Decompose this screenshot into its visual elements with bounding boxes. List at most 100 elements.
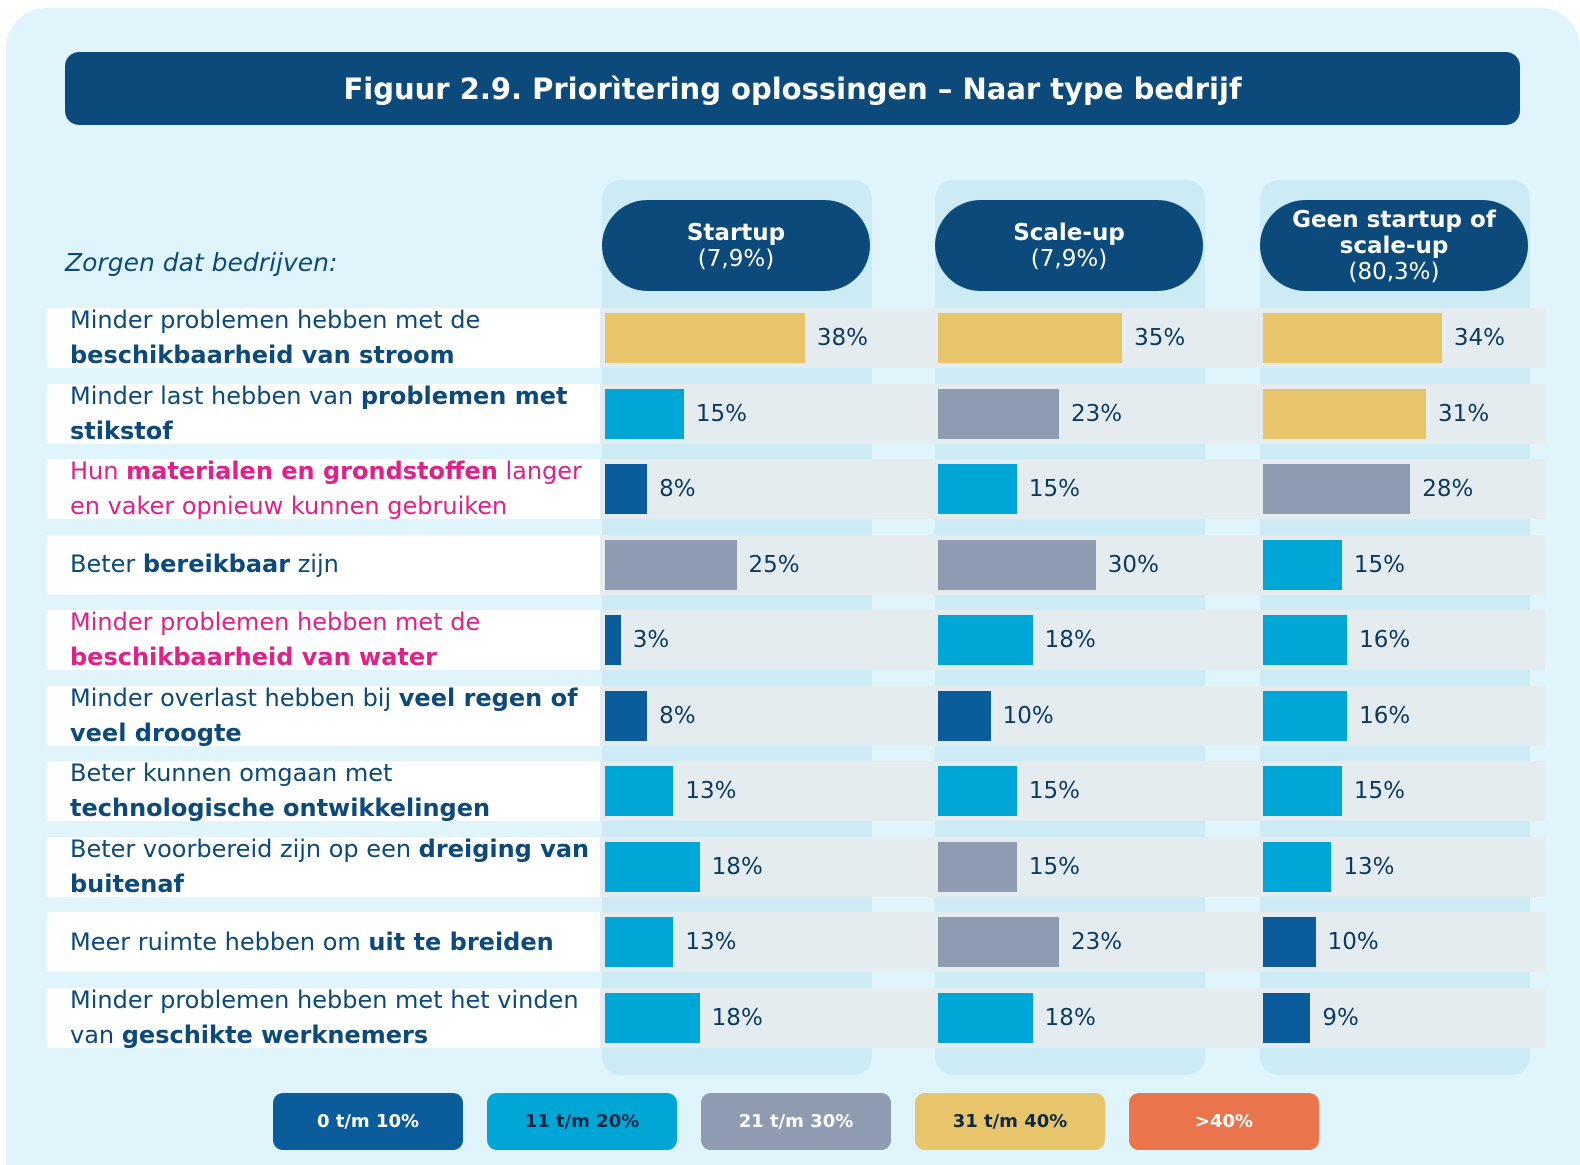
series-share: (7,9%) bbox=[697, 245, 775, 272]
category-part: Meer ruimte hebben om bbox=[70, 927, 369, 956]
category-label: Minder problemen hebben met de beschikba… bbox=[70, 608, 595, 671]
bar bbox=[605, 313, 805, 363]
category-label: Minder last hebben van problemen met sti… bbox=[70, 382, 595, 445]
category-label: Beter kunnen omgaan met technologische o… bbox=[70, 759, 595, 822]
category-label: Meer ruimte hebben om uit te breiden bbox=[70, 912, 595, 972]
bar bbox=[605, 690, 648, 741]
value-label: 8% bbox=[659, 476, 696, 502]
category-text: Minder last hebben van problemen met sti… bbox=[70, 379, 595, 449]
category-text: Beter bereikbaar zijn bbox=[70, 547, 339, 582]
value-label: 13% bbox=[685, 778, 737, 804]
value-label: 23% bbox=[1070, 929, 1123, 955]
bar bbox=[938, 388, 1059, 439]
bar bbox=[605, 992, 700, 1043]
row-band bbox=[47, 987, 600, 1048]
category-part: Beter voorbereid zijn op een bbox=[70, 834, 419, 863]
category-part: Beter kunnen omgaan met bbox=[70, 759, 401, 787]
series-name: Startup bbox=[686, 219, 786, 246]
value-label: 18% bbox=[1044, 1004, 1096, 1031]
bar bbox=[1263, 917, 1316, 967]
category-text: Minder problemen hebben met de beschikba… bbox=[70, 605, 595, 675]
category-part: Minder problemen hebben met de bbox=[70, 608, 488, 636]
category-part: beschikbaarheid van stroom bbox=[70, 341, 455, 369]
category-part: Beter bbox=[70, 550, 143, 578]
bar bbox=[938, 690, 991, 741]
value-label: 18% bbox=[711, 1004, 763, 1031]
bar bbox=[938, 917, 1059, 967]
row-band bbox=[600, 761, 1545, 821]
row-band bbox=[600, 912, 1545, 972]
category-text: Beter voorbereid zijn op een dreiging va… bbox=[70, 832, 595, 902]
bar bbox=[938, 539, 1096, 590]
value-label: 16% bbox=[1359, 627, 1411, 653]
legend-item: 31 t/m 40% bbox=[915, 1093, 1105, 1150]
value-label: 30% bbox=[1107, 551, 1159, 578]
category-part: Minder last hebben van bbox=[70, 381, 361, 410]
value-label: 18% bbox=[1044, 627, 1096, 653]
category-label: Minder problemen hebben met het vinden v… bbox=[70, 986, 595, 1049]
value-label: 13% bbox=[1343, 853, 1395, 880]
category-part: technologische ontwikkelingen bbox=[70, 794, 491, 822]
value-label: 18% bbox=[711, 853, 763, 880]
bar bbox=[938, 615, 1033, 665]
category-part: materialen en grondstoffen bbox=[126, 457, 498, 485]
row-band bbox=[47, 912, 600, 972]
bar bbox=[1263, 690, 1348, 741]
value-label: 9% bbox=[1322, 1004, 1359, 1031]
category-part: bereikbaar bbox=[142, 550, 291, 578]
series-name: Geen startup of scale-up bbox=[1292, 206, 1496, 259]
value-label: 15% bbox=[1353, 778, 1406, 804]
legend-item: 11 t/m 20% bbox=[487, 1093, 677, 1150]
category-label: Minder overlast hebben bij veel regen of… bbox=[70, 684, 595, 747]
category-part: langer en vaker opnieuw kunnen gebruiken bbox=[70, 457, 590, 520]
row-band bbox=[600, 987, 1545, 1048]
bar bbox=[605, 841, 700, 892]
legend-item: 0 t/m 10% bbox=[273, 1093, 463, 1150]
bar bbox=[1263, 615, 1348, 665]
bar bbox=[1263, 313, 1442, 363]
row-band bbox=[47, 836, 600, 897]
legend-item: 21 t/m 30% bbox=[701, 1093, 891, 1150]
value-label: 13% bbox=[685, 929, 737, 955]
bar bbox=[1263, 841, 1332, 892]
bar bbox=[938, 766, 1017, 816]
row-band bbox=[47, 610, 600, 670]
column-header: Geen startup of scale-up (80,3%) bbox=[1260, 200, 1528, 291]
bar bbox=[1263, 464, 1411, 514]
bar bbox=[938, 464, 1017, 514]
bar bbox=[1263, 539, 1342, 590]
value-label: 15% bbox=[1028, 853, 1081, 880]
bar bbox=[938, 313, 1123, 363]
category-text: Minder overlast hebben bij veel regen of… bbox=[70, 681, 595, 751]
bar bbox=[1263, 388, 1427, 439]
value-label: 16% bbox=[1359, 702, 1411, 729]
category-part: Minder overlast hebben bij bbox=[70, 683, 399, 712]
value-label: 3% bbox=[632, 627, 670, 653]
value-label: 15% bbox=[1028, 778, 1081, 804]
category-text: Minder problemen hebben met het vinden v… bbox=[70, 983, 595, 1053]
category-part: dreiging van buitenaf bbox=[70, 834, 598, 898]
row-band bbox=[47, 761, 600, 821]
value-label: 10% bbox=[1327, 929, 1379, 955]
value-label: 10% bbox=[1002, 702, 1054, 729]
category-text: Minder problemen hebben met de beschikba… bbox=[70, 303, 595, 373]
bar bbox=[605, 388, 684, 439]
bar bbox=[938, 841, 1017, 892]
value-label: 15% bbox=[1353, 551, 1406, 578]
row-band bbox=[600, 836, 1545, 897]
row-band bbox=[47, 308, 600, 368]
category-text: Meer ruimte hebben om uit te breiden bbox=[70, 925, 554, 960]
value-label: 31% bbox=[1438, 400, 1490, 427]
category-label: Minder problemen hebben met de beschikba… bbox=[70, 306, 595, 369]
bar bbox=[605, 766, 674, 816]
series-name: Scale-up bbox=[1013, 219, 1125, 246]
subtitle: Zorgen dat bedrijven: bbox=[65, 248, 338, 277]
category-part: beschikbaarheid van water bbox=[70, 643, 438, 671]
category-text: Beter kunnen omgaan met technologische o… bbox=[70, 756, 595, 826]
legend-item: >40% bbox=[1129, 1093, 1319, 1150]
bar bbox=[605, 464, 648, 514]
bar bbox=[605, 539, 737, 590]
category-part: geschikte werknemers bbox=[121, 1020, 429, 1049]
row-band bbox=[600, 610, 1545, 670]
